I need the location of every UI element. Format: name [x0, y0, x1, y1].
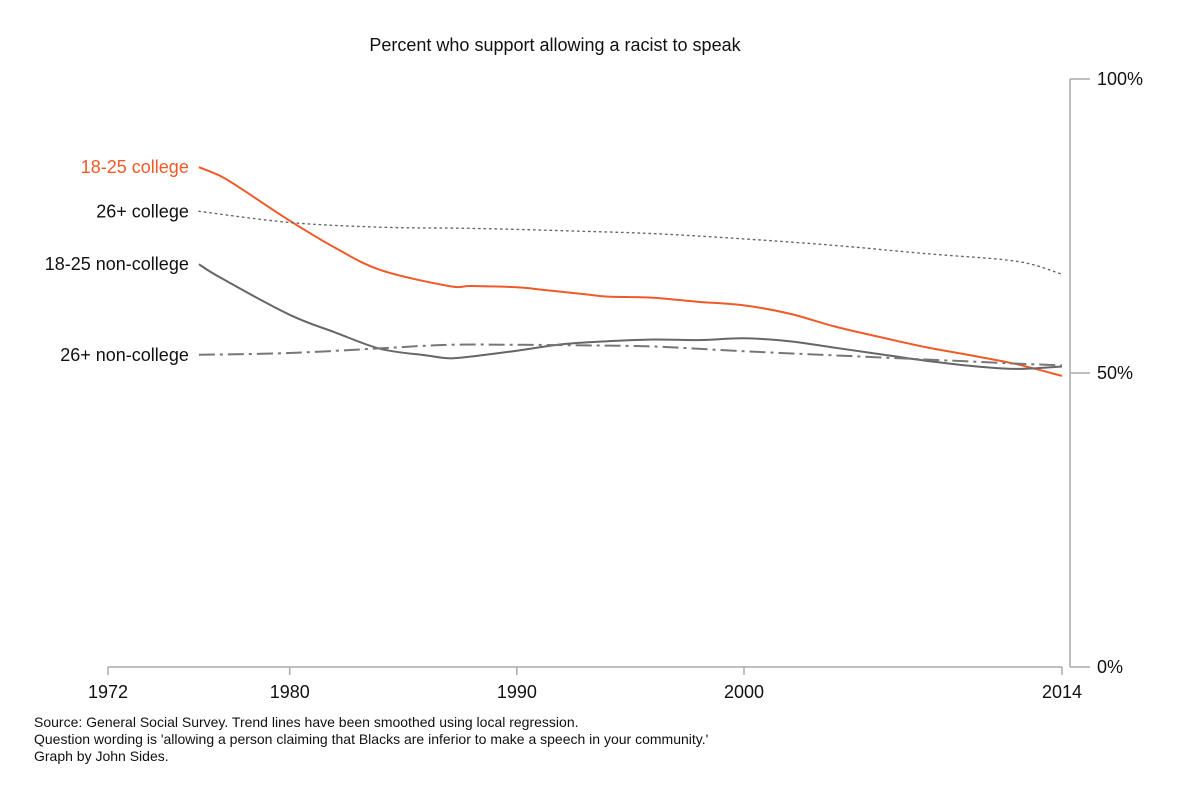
- y-tick-label: 0%: [1097, 657, 1123, 677]
- series-label: 18-25 non-college: [45, 254, 189, 274]
- series-line-18-25-college: [198, 166, 1063, 377]
- series-line-26-college: [198, 210, 1063, 275]
- x-axis: 1972 1980 1990 2000 2014: [88, 666, 1082, 702]
- source-notes: Source: General Social Survey. Trend lin…: [34, 714, 708, 765]
- source-note: Source: General Social Survey. Trend lin…: [34, 714, 579, 730]
- series-label: 18-25 college: [81, 157, 189, 177]
- series-line-26-non-college: [198, 343, 1063, 367]
- y-tick-label: 50%: [1097, 363, 1133, 383]
- series-layer: [198, 166, 1063, 377]
- question-wording-note: Question wording is 'allowing a person c…: [34, 731, 709, 747]
- x-tick-label: 1980: [270, 682, 310, 702]
- y-axis: 100% 50% 0%: [1069, 69, 1143, 677]
- x-tick-label: 2000: [724, 682, 764, 702]
- chart-title: Percent who support allowing a racist to…: [369, 35, 741, 55]
- x-tick-label: 1972: [88, 682, 128, 702]
- y-tick-label: 100%: [1097, 69, 1143, 89]
- series-label: 26+ college: [96, 201, 189, 221]
- series-labels: 18-25 college 26+ college 18-25 non-colleg…: [45, 157, 189, 365]
- x-tick-label: 1990: [497, 682, 537, 702]
- series-label: 26+ non-college: [60, 345, 189, 365]
- author-note: Graph by John Sides.: [34, 748, 169, 764]
- series-line-18-25-non-college: [198, 263, 1063, 370]
- x-tick-label: 2014: [1042, 682, 1082, 702]
